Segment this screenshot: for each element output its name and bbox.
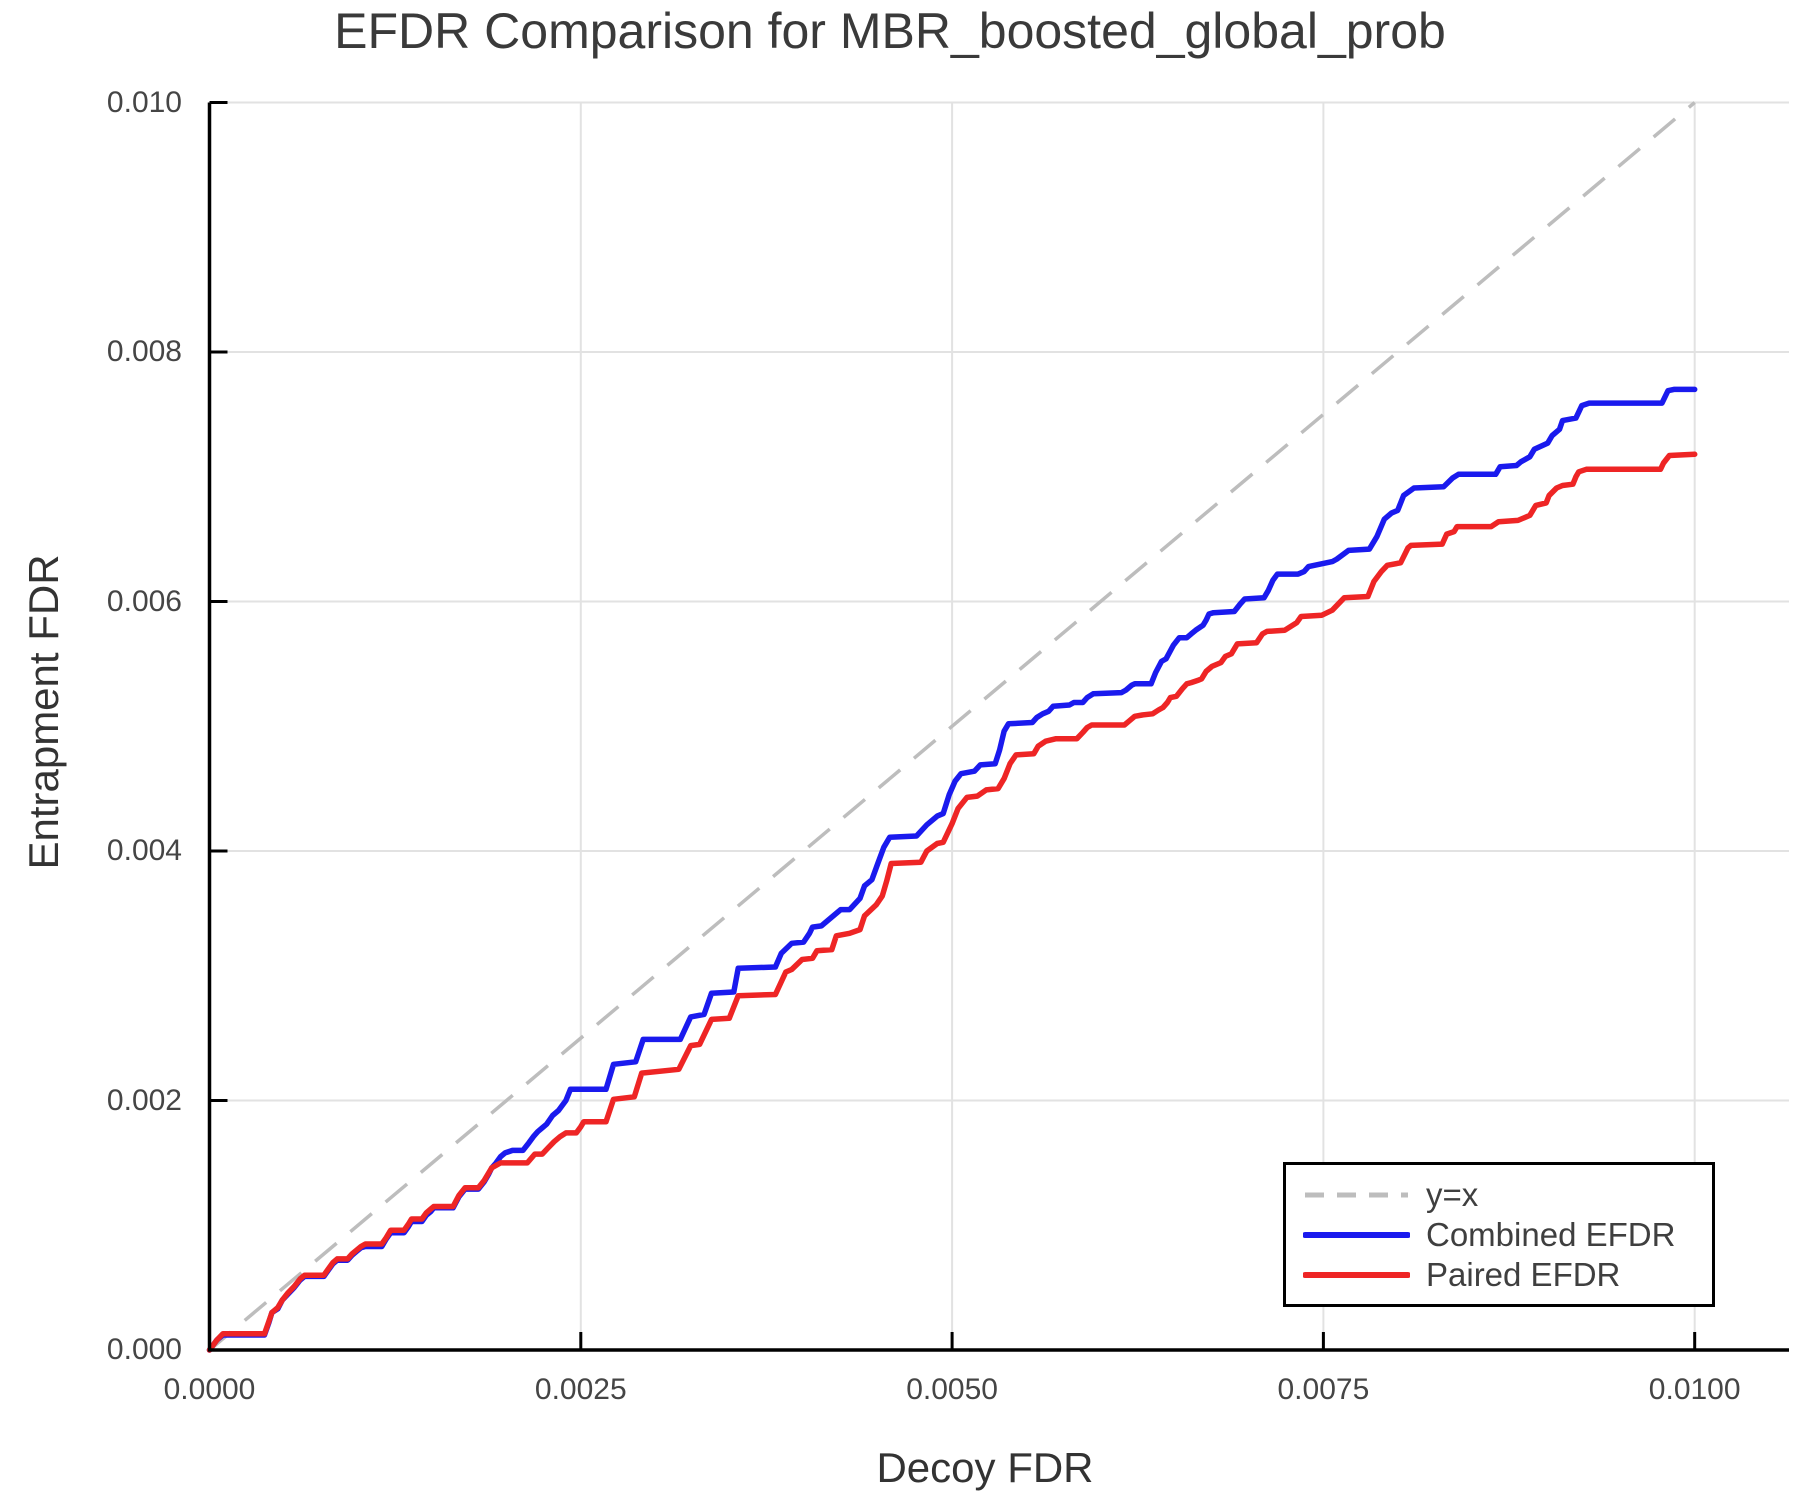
y-tick-label: 0.010 [106, 85, 182, 119]
y-tick-label: 0.002 [106, 1083, 182, 1117]
legend-label-combined-efdr: Combined EFDR [1426, 1215, 1676, 1253]
series-lines [206, 101, 1698, 1353]
x-tick-label: 0.0025 [534, 1373, 627, 1406]
legend-label-paired-efdr: Paired EFDR [1426, 1255, 1621, 1293]
legend: y=x Combined EFDR Paired EFDR [1283, 1162, 1715, 1307]
series-line-y-x [208, 101, 1696, 1352]
legend-entry-yx: y=x [1303, 1176, 1712, 1214]
x-axis-label: Decoy FDR [876, 1444, 1094, 1491]
legend-line-sample-yx [1305, 1192, 1408, 1197]
legend-entry-combined-efdr: Combined EFDR [1303, 1216, 1712, 1254]
legend-label-yx: y=x [1426, 1175, 1479, 1213]
legend-line-sample-combined [1303, 1231, 1410, 1238]
series-line-paired-efdr [206, 451, 1698, 1353]
y-tick-label: 0.000 [106, 1333, 182, 1366]
y-tick-label: 0.006 [106, 584, 182, 618]
y-tick-label: 0.004 [106, 834, 182, 867]
x-tick-label: 0.0100 [1648, 1373, 1741, 1406]
x-tick-label: 0.0075 [1277, 1373, 1370, 1406]
chart-title: EFDR Comparison for MBR_boosted_global_p… [334, 3, 1446, 59]
legend-entry-paired-efdr: Paired EFDR [1303, 1256, 1712, 1294]
y-tick-label: 0.008 [106, 335, 182, 368]
x-tick-label: 0.0050 [906, 1373, 998, 1406]
x-tick-label: 0.0000 [163, 1373, 256, 1406]
axes-spines-and-ticks [207, 101, 1789, 1352]
legend-line-sample-paired [1303, 1271, 1410, 1278]
